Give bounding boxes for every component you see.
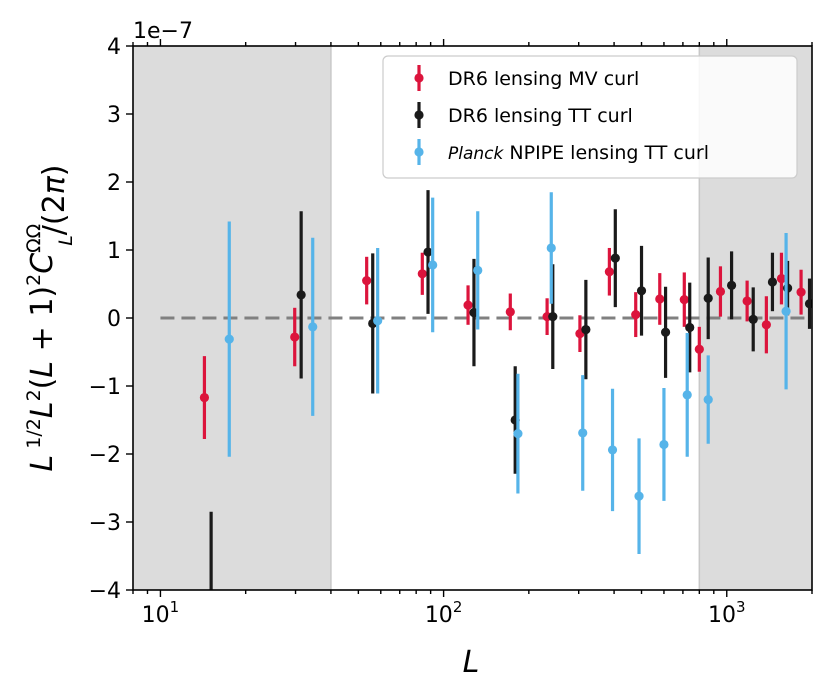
marker-s3-p13 [703, 395, 713, 405]
y-tick-label-4: −1 [89, 375, 121, 400]
legend-marker-3 [414, 147, 424, 157]
marker-s2-p4 [423, 247, 433, 257]
marker-s2-p13 [703, 293, 713, 303]
y-tick-label-3: −2 [89, 443, 121, 468]
marker-s3-p12 [682, 390, 692, 400]
marker-s3-p3 [373, 316, 383, 326]
y-axis-title: L 1/2L2(L + 1)2CΩΩ L/(2π) [23, 165, 77, 472]
marker-s1-p12 [679, 295, 689, 305]
marker-s2-p12 [685, 322, 695, 333]
x-tick-label-1: 101 [142, 598, 180, 628]
marker-s2-p9 [610, 253, 620, 263]
marker-s1-p3 [362, 276, 372, 286]
legend-box [382, 55, 798, 179]
marker-s3-p2 [308, 322, 318, 332]
marker-s1-p18 [796, 287, 806, 297]
marker-s1-p10 [631, 310, 641, 320]
y-tick-label-5: 0 [107, 307, 121, 332]
x-tick-label-3: 103 [708, 598, 746, 628]
series-3 [224, 192, 791, 554]
marker-s1-p17 [776, 273, 787, 284]
series-2 [209, 190, 812, 590]
marker-s1-p5 [463, 300, 473, 310]
marker-s1-p11 [655, 294, 665, 304]
marker-s3-p7 [546, 243, 556, 253]
marker-s1-p15 [742, 296, 752, 306]
x-axis-ticks: 101 102 103 [132, 39, 813, 628]
series-1 [199, 247, 806, 440]
x-tick-label-2: 102 [425, 598, 463, 628]
marker-s3-p6 [513, 429, 523, 439]
y-tick-label-7: 2 [107, 171, 121, 196]
marker-s2-p15 [748, 314, 758, 324]
y-tick-label-6: 1 [107, 239, 121, 264]
marker-s2-p16 [767, 277, 778, 287]
marker-s1-p4 [417, 269, 427, 279]
marker-s1-p16 [761, 320, 771, 330]
x-axis-title: L [463, 645, 480, 680]
data-series-group [199, 190, 812, 590]
marker-s2-p8 [581, 324, 591, 335]
y-tick-label-8: 3 [107, 103, 121, 128]
marker-s3-p5 [473, 265, 483, 275]
legend-marker-2 [414, 110, 424, 120]
marker-s1-p13 [694, 344, 704, 354]
marker-s3-p8 [578, 428, 588, 438]
marker-s2-p7 [548, 312, 558, 322]
marker-s2-p10 [636, 286, 647, 296]
marker-s1-p2 [290, 332, 300, 342]
marker-s1-p9 [604, 267, 614, 277]
marker-s3-p9 [607, 445, 618, 455]
marker-s2-p11 [660, 327, 671, 337]
marker-s3-p4 [428, 260, 438, 270]
y-scale-offset-label: 1e−7 [133, 19, 193, 44]
legend-label-1: DR6 lensing MV curl [448, 68, 639, 90]
marker-s3-p1 [224, 334, 234, 344]
marker-s3-p10 [634, 491, 644, 501]
marker-s2-p2 [296, 290, 306, 300]
marker-s1-p1 [199, 392, 210, 403]
y-axis-ticks: −4 −3 −2 −1 0 1 2 3 4 [89, 35, 133, 604]
legend-marker-1 [414, 73, 424, 83]
marker-s3-p11 [659, 439, 669, 450]
y-tick-label-2: −3 [89, 511, 121, 536]
legend: DR6 lensing MV curl DR6 lensing TT curl Pl… [382, 55, 798, 179]
legend-label-3: Planck NPIPE lensing TT curl [448, 142, 709, 164]
y-tick-label-9: 4 [107, 35, 121, 60]
y-tick-label-1: −4 [89, 579, 121, 604]
marker-s1-p14 [715, 286, 726, 297]
marker-s2-p18 [804, 299, 812, 309]
marker-s3-p14 [781, 306, 791, 316]
legend-label-2: DR6 lensing TT curl [448, 105, 633, 127]
marker-s1-p6 [505, 307, 515, 317]
marker-s2-p14 [726, 280, 737, 290]
